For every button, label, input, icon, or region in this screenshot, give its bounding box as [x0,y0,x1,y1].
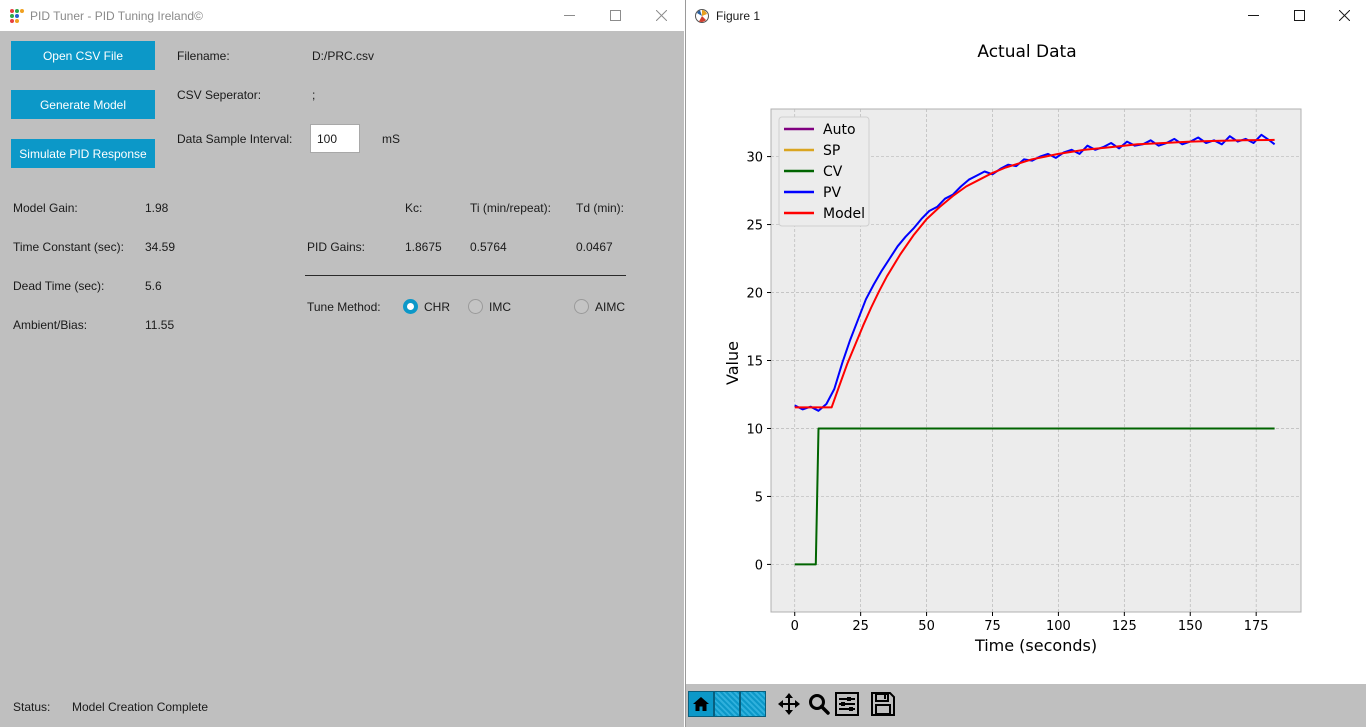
radio-chr[interactable] [403,299,418,314]
figure-close-button[interactable] [1321,0,1366,31]
legend-label: CV [823,164,843,180]
zoom-button[interactable] [806,691,832,717]
y-tick-label: 5 [755,490,763,505]
radio-aimc-label[interactable]: AIMC [595,300,625,314]
kc-header: Kc: [405,201,423,215]
filename-value: D:/PRC.csv [312,49,375,63]
series-line-cv [794,427,1275,566]
status-label: Status: [13,700,51,714]
csv-separator-value: ; [312,88,316,102]
figure-title-bar: Figure 1 [686,0,1366,31]
sample-interval-input[interactable]: 100 [310,124,360,153]
chart-title: Actual Data [977,42,1076,62]
y-tick-label: 0 [755,558,763,573]
time-constant-value: 34.59 [145,240,176,254]
figure-maximize-button[interactable] [1276,0,1322,31]
filename-label: Filename: [177,49,230,63]
home-icon [693,697,709,711]
legend-label: Model [823,206,865,222]
td-value: 0.0467 [576,240,613,254]
figure-minimize-button[interactable] [1230,0,1276,31]
maximize-icon [609,10,621,21]
home-button[interactable] [688,691,714,717]
time-constant-label: Time Constant (sec): [13,240,124,254]
close-icon [655,10,667,21]
back-button[interactable] [714,691,740,717]
pid-tuner-window: PID Tuner - PID Tuning Ireland© Open CSV… [0,0,684,727]
x-tick-label: 25 [852,619,869,634]
save-button[interactable] [870,691,896,717]
window-title: PID Tuner - PID Tuning Ireland© [30,8,203,23]
figure-window: Figure 1 Actual Data 0 25 50 75 100 125 150 175… [685,0,1366,727]
radio-aimc[interactable] [574,299,589,314]
radio-imc[interactable] [468,299,483,314]
csv-separator-label: CSV Seperator: [177,88,262,102]
configure-icon [835,692,859,716]
legend-label: PV [823,185,841,201]
minimize-icon [1247,15,1259,16]
chart[interactable]: Actual Data 0 25 50 75 100 125 150 175 0 5 10 15 20 2… [686,31,1366,684]
configure-subplots-button[interactable] [834,691,860,717]
generate-model-button[interactable]: Generate Model [11,90,155,119]
radio-imc-label[interactable]: IMC [489,300,511,314]
y-axis-label: Value [723,341,742,385]
x-tick-label: 150 [1178,619,1203,634]
y-tick-label: 15 [746,355,763,370]
y-tick-label: 25 [746,219,763,234]
legend-box [778,116,870,227]
model-gain-value: 1.98 [145,201,169,215]
maximize-icon [1293,10,1305,21]
simulate-pid-button[interactable]: Simulate PID Response [11,139,155,168]
pan-button[interactable] [776,691,802,717]
divider [305,275,626,276]
maximize-button[interactable] [592,0,638,31]
x-tick-label: 0 [791,619,799,634]
kc-value: 1.8675 [405,240,442,254]
save-icon [871,692,895,716]
x-tick-label: 75 [984,619,1001,634]
legend-label: SP [823,143,840,159]
dead-time-value: 5.6 [145,279,162,293]
td-header: Td (min): [576,201,624,215]
sample-interval-label: Data Sample Interval: [177,132,293,146]
tune-method-label: Tune Method: [307,300,381,314]
open-csv-button[interactable]: Open CSV File [11,41,155,70]
status-value: Model Creation Complete [72,700,209,714]
ti-header: Ti (min/repeat): [470,201,551,215]
x-tick-label: 175 [1244,619,1269,634]
minimize-icon [563,15,575,16]
close-button[interactable] [638,0,684,31]
pid-gains-label: PID Gains: [307,240,366,254]
y-tick-label: 30 [746,151,763,166]
x-axis-label: Time (seconds) [974,636,1097,655]
minimize-button[interactable] [546,0,592,31]
x-tick-label: 125 [1112,619,1137,634]
app-logo-icon [10,8,24,23]
forward-button[interactable] [740,691,766,717]
plot-area: 0 25 50 75 100 125 150 175 0 5 10 15 20 25 30 Auto SP CV P… [746,108,1302,634]
y-tick-label: 10 [746,422,763,437]
radio-chr-label[interactable]: CHR [424,300,450,314]
x-tick-label: 50 [918,619,935,634]
ti-value: 0.5764 [470,240,507,254]
ambient-bias-label: Ambient/Bias: [13,318,88,332]
close-icon [1338,10,1350,21]
sample-interval-unit: mS [382,132,400,146]
zoom-icon [809,694,830,715]
figure-toolbar [686,684,1366,727]
dead-time-label: Dead Time (sec): [13,279,105,293]
legend-label: Auto [823,122,856,138]
title-bar: PID Tuner - PID Tuning Ireland© [0,0,684,31]
ambient-bias-value: 11.55 [145,318,175,332]
figure-title: Figure 1 [716,8,761,23]
y-tick-label: 20 [746,287,763,302]
pan-icon [778,693,800,715]
series-line-model [794,138,1275,409]
matplotlib-icon [694,8,710,24]
x-tick-label: 100 [1046,619,1071,634]
model-gain-label: Model Gain: [13,201,78,215]
